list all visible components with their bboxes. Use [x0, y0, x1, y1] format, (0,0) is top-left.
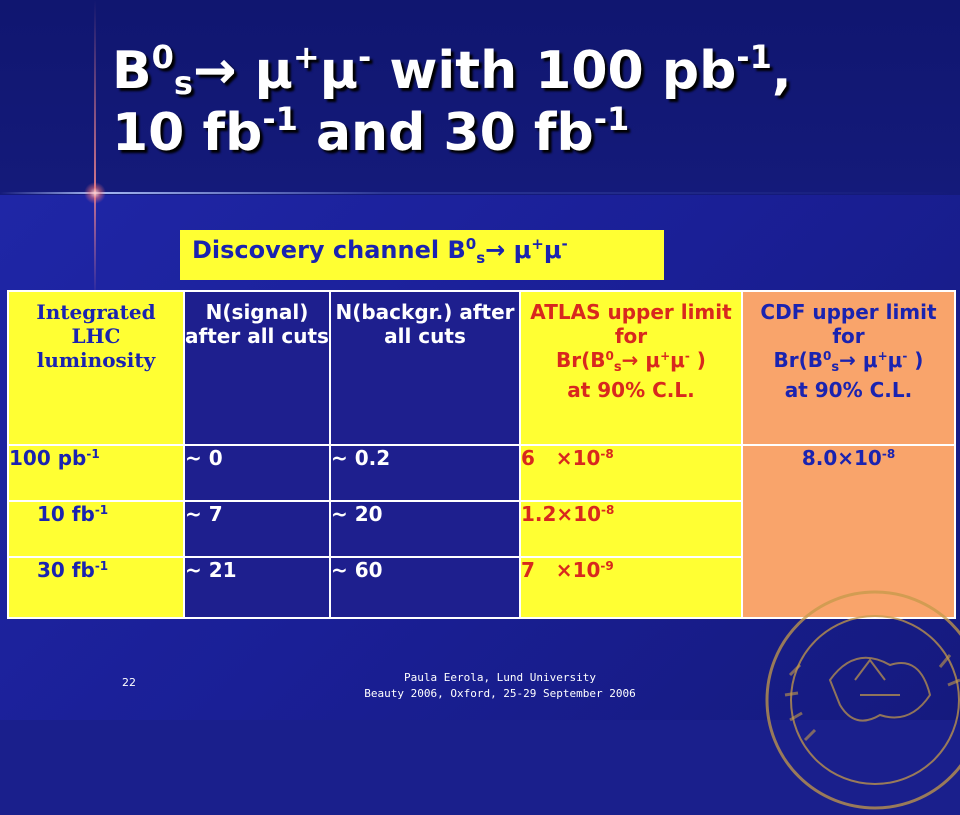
- cdf-value-sup: -8: [881, 447, 896, 461]
- title-10fb-sup: -1: [262, 100, 298, 138]
- atlas-value: 6 ×10: [521, 446, 601, 470]
- cdf-limit-value: 8.0×10-8: [741, 444, 956, 619]
- row-atlas-limit: 1.2×10-8: [519, 500, 743, 558]
- row-signal: ~ 21: [183, 556, 331, 619]
- cdf-br-sub: s: [831, 360, 840, 375]
- lum-value: 30 fb: [37, 558, 95, 582]
- row-luminosity: 100 pb-1: [7, 444, 185, 502]
- page-number: 22: [122, 676, 136, 689]
- slide-header-background: [0, 0, 960, 195]
- atlas-plus: +: [660, 349, 671, 363]
- lum-sup: -1: [94, 503, 109, 517]
- header-signal: N(signal) after all cuts: [183, 290, 331, 446]
- title-mu-minus: -: [357, 38, 372, 76]
- slide-title-line-1: B0s→ μ+μ- with 100 pb-1,: [112, 40, 942, 102]
- header-atlas-cl: at 90% C.L.: [567, 378, 695, 402]
- atlas-br: Br(B: [556, 348, 606, 372]
- title-mu: μ: [319, 41, 358, 101]
- footer-credits: Paula Eerola, Lund University Beauty 200…: [350, 670, 650, 702]
- atlas-value: 7 ×10: [521, 558, 601, 582]
- title-10fb: 10 fb: [112, 103, 263, 163]
- cdf-br-sup: 0: [823, 349, 832, 363]
- atlas-br-sup: 0: [605, 349, 614, 363]
- row-background: ~ 20: [329, 500, 521, 558]
- cdf-value: 8.0×10: [801, 446, 882, 470]
- discovery-minus: -: [561, 235, 568, 253]
- table-header-row: Integrated LHC luminosity N(signal) afte…: [7, 290, 956, 446]
- lum-value: 10 fb: [37, 502, 95, 526]
- atlas-value: 1.2×10: [521, 502, 602, 526]
- table-row: 10 fb-1 ~ 7 ~ 20 1.2×10-8: [7, 500, 955, 558]
- title-pb-sup: -1: [736, 38, 772, 76]
- row-luminosity: 30 fb-1: [7, 556, 185, 619]
- atlas-sup: -9: [600, 559, 614, 573]
- table-row: 30 fb-1 ~ 21 ~ 60 7 ×10-9: [7, 556, 955, 619]
- header-background-text: N(backgr.) after all cuts: [335, 300, 515, 348]
- header-background: N(backgr.) after all cuts: [329, 290, 521, 446]
- cdf-close: ): [907, 348, 924, 372]
- title-b-sub: s: [173, 64, 193, 102]
- row-background: ~ 60: [329, 556, 521, 619]
- atlas-sup: -8: [601, 503, 615, 517]
- lens-flare-horizontal: [0, 192, 960, 194]
- cdf-mu: μ: [887, 348, 903, 372]
- title-arrow-mu: → μ: [192, 41, 293, 101]
- header-cdf-main: CDF upper limit for: [760, 300, 937, 348]
- discovery-sub: s: [476, 249, 486, 267]
- header-atlas-limit: ATLAS upper limit for Br(B0s→ μ+μ- ) at …: [519, 290, 743, 446]
- discovery-prefix: Discovery channel B: [192, 236, 466, 264]
- header-atlas-br: Br(B0s→ μ+μ- ): [556, 348, 706, 375]
- table-row: 100 pb-1 ~ 0 ~ 0.2 6 ×10-8 8.0×10-8: [7, 444, 956, 619]
- title-b-sup: 0: [151, 38, 174, 76]
- header-cdf-br: Br(B0s→ μ+μ- ): [773, 348, 924, 375]
- atlas-close: ): [689, 348, 706, 372]
- lum-sup: -1: [86, 447, 100, 461]
- row-signal: ~ 7: [183, 500, 331, 558]
- slide-title-line-2: 10 fb-1 and 30 fb-1: [112, 102, 942, 164]
- header-luminosity-text: Integrated LHC luminosity: [36, 300, 156, 372]
- discovery-plus: +: [531, 235, 544, 253]
- discovery-sup: 0: [465, 235, 477, 253]
- title-comma: ,: [771, 41, 792, 101]
- cdf-br-rest: → μ: [839, 348, 878, 372]
- row-background: ~ 0.2: [329, 444, 521, 502]
- discovery-channel-label: Discovery channel B0s→ μ+μ-: [180, 230, 664, 280]
- title-mu-plus: +: [292, 38, 320, 76]
- header-luminosity: Integrated LHC luminosity: [7, 290, 185, 446]
- cdf-plus: +: [877, 349, 888, 363]
- atlas-mu: μ: [670, 348, 685, 372]
- row-signal: ~ 0: [183, 444, 331, 502]
- lund-university-seal-icon: [765, 590, 960, 810]
- atlas-minus: -: [684, 349, 690, 363]
- row-atlas-limit: 7 ×10-9: [519, 556, 743, 619]
- title-b: B: [112, 41, 152, 101]
- lum-value: 100 pb: [9, 446, 87, 470]
- header-signal-text: N(signal) after all cuts: [185, 300, 329, 348]
- atlas-br-rest: → μ: [621, 348, 661, 372]
- lum-sup: -1: [94, 559, 109, 573]
- atlas-sup: -8: [600, 447, 614, 461]
- cdf-minus: -: [902, 349, 908, 363]
- header-atlas-main: ATLAS upper limit for: [530, 300, 732, 348]
- slide-title: B0s→ μ+μ- with 100 pb-1, 10 fb-1 and 30 …: [112, 40, 942, 164]
- title-30fb-sup: -1: [593, 100, 630, 138]
- footer-event: Beauty 2006, Oxford, 25-29 September 200…: [364, 687, 636, 700]
- row-luminosity: 10 fb-1: [7, 500, 185, 558]
- row-atlas-limit: 6 ×10-8: [519, 444, 743, 502]
- discovery-arrow-mu: → μ: [485, 236, 532, 264]
- title-and-30fb: and 30 fb: [297, 103, 594, 163]
- results-table: Integrated LHC luminosity N(signal) afte…: [7, 290, 956, 619]
- discovery-mu: μ: [543, 236, 562, 264]
- lens-flare-star-icon: [84, 182, 106, 204]
- lens-flare-vertical: [94, 0, 96, 300]
- atlas-br-sub: s: [613, 360, 622, 375]
- footer-author: Paula Eerola, Lund University: [403, 671, 597, 684]
- cdf-br: Br(B: [773, 348, 824, 372]
- title-with-pb: with 100 pb: [371, 41, 737, 101]
- header-cdf-limit: CDF upper limit for Br(B0s→ μ+μ- ) at 90…: [741, 290, 956, 446]
- header-cdf-cl: at 90% C.L.: [784, 378, 913, 402]
